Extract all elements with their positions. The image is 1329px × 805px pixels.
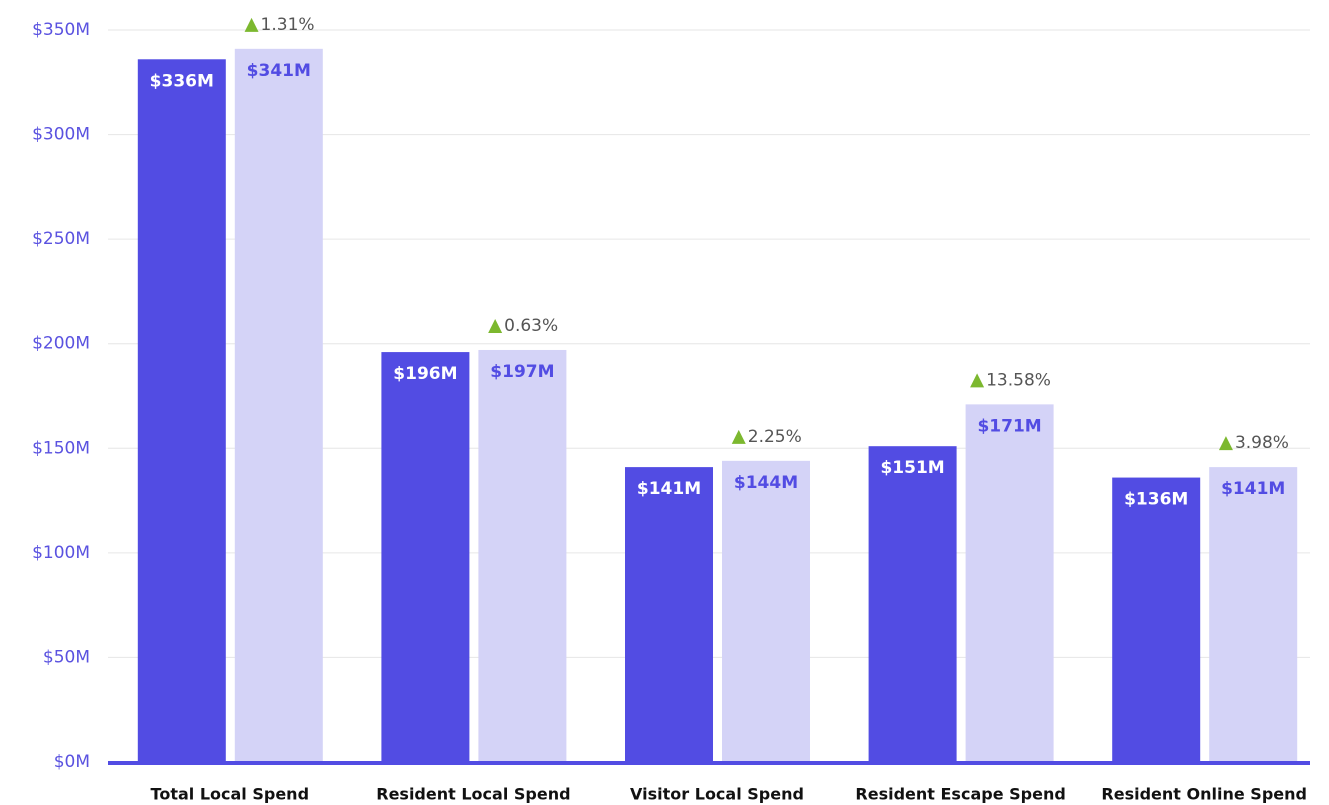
x-tick-label: Resident Online Spend — [1101, 785, 1307, 804]
change-label: 13.58% — [986, 370, 1051, 390]
y-tick-label: $150M — [32, 438, 90, 458]
bar — [868, 446, 957, 762]
value-label: $196M — [393, 364, 457, 384]
up-arrow — [731, 429, 746, 444]
change-label: 2.25% — [748, 427, 802, 447]
change-label: 3.98% — [1235, 433, 1289, 453]
change-label: 1.31% — [261, 15, 315, 35]
value-label: $341M — [247, 61, 311, 81]
bar — [478, 349, 567, 762]
value-label: $151M — [880, 458, 944, 478]
y-tick-label: $300M — [32, 125, 90, 145]
bar — [722, 460, 810, 762]
y-tick-label: $50M — [43, 647, 90, 667]
bar — [381, 352, 470, 762]
x-tick-label: Resident Escape Spend — [855, 785, 1065, 804]
bar — [625, 467, 713, 762]
bar — [1112, 477, 1201, 762]
value-label: $141M — [637, 479, 701, 499]
y-tick-label: $200M — [32, 334, 90, 354]
value-label: $144M — [734, 473, 798, 493]
y-tick-label: $100M — [32, 543, 90, 563]
bar — [965, 404, 1054, 762]
x-tick-label: Total Local Spend — [151, 785, 309, 804]
value-label: $197M — [490, 362, 554, 382]
y-tick-label: $350M — [32, 20, 90, 40]
value-label: $136M — [1124, 490, 1188, 510]
x-tick-label: Visitor Local Spend — [630, 785, 804, 804]
up-arrow — [488, 318, 503, 333]
y-tick-label: $0M — [54, 752, 90, 772]
value-label: $171M — [977, 416, 1041, 436]
change-label: 0.63% — [504, 316, 558, 336]
value-label: $141M — [1221, 479, 1285, 499]
x-tick-label: Resident Local Spend — [376, 785, 570, 804]
y-tick-label: $250M — [32, 229, 90, 249]
bar — [234, 48, 323, 762]
up-arrow — [244, 17, 259, 32]
bar — [1209, 467, 1298, 762]
value-label: $336M — [150, 71, 214, 91]
up-arrow — [970, 373, 985, 388]
bar — [137, 59, 226, 762]
up-arrow — [1218, 436, 1233, 451]
